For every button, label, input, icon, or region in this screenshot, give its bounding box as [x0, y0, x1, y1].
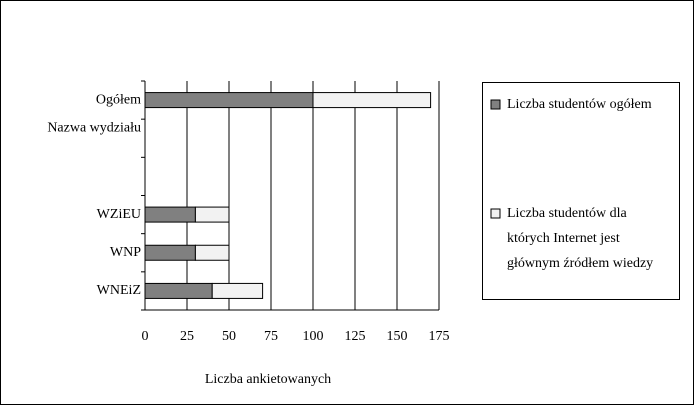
bar-segment [194, 244, 230, 261]
y-tick-label: Ogółem [96, 92, 141, 107]
x-tick-label: 0 [142, 329, 149, 344]
y-tick-label: Nazwa wydziału [47, 120, 141, 135]
x-tick-label: 125 [345, 329, 366, 344]
bar-segment [211, 282, 264, 299]
legend-box [482, 82, 680, 300]
x-axis-label: Liczba ankietowanych [205, 372, 331, 387]
bar-segment [144, 92, 314, 109]
bar-segment [144, 282, 213, 299]
x-tick-label: 150 [387, 329, 408, 344]
bar-segment [144, 206, 196, 223]
bar-segment [312, 92, 432, 109]
legend-swatch [490, 208, 501, 219]
legend-swatch [490, 99, 501, 110]
y-tick-label: WNP [110, 245, 141, 260]
x-tick-label: 25 [180, 329, 194, 344]
x-tick-label: 50 [222, 329, 236, 344]
legend-label: Liczba studentów dla których Internet je… [507, 206, 654, 271]
x-tick-label: 75 [264, 329, 278, 344]
bar-segment [144, 244, 196, 261]
y-tick-label: WNEiZ [97, 283, 141, 298]
y-tick-label: WZiEU [97, 207, 141, 222]
x-tick-label: 175 [429, 329, 450, 344]
legend-label: Liczba studentów ogółem [507, 97, 652, 112]
x-tick-label: 100 [303, 329, 324, 344]
bar-segment [194, 206, 230, 223]
